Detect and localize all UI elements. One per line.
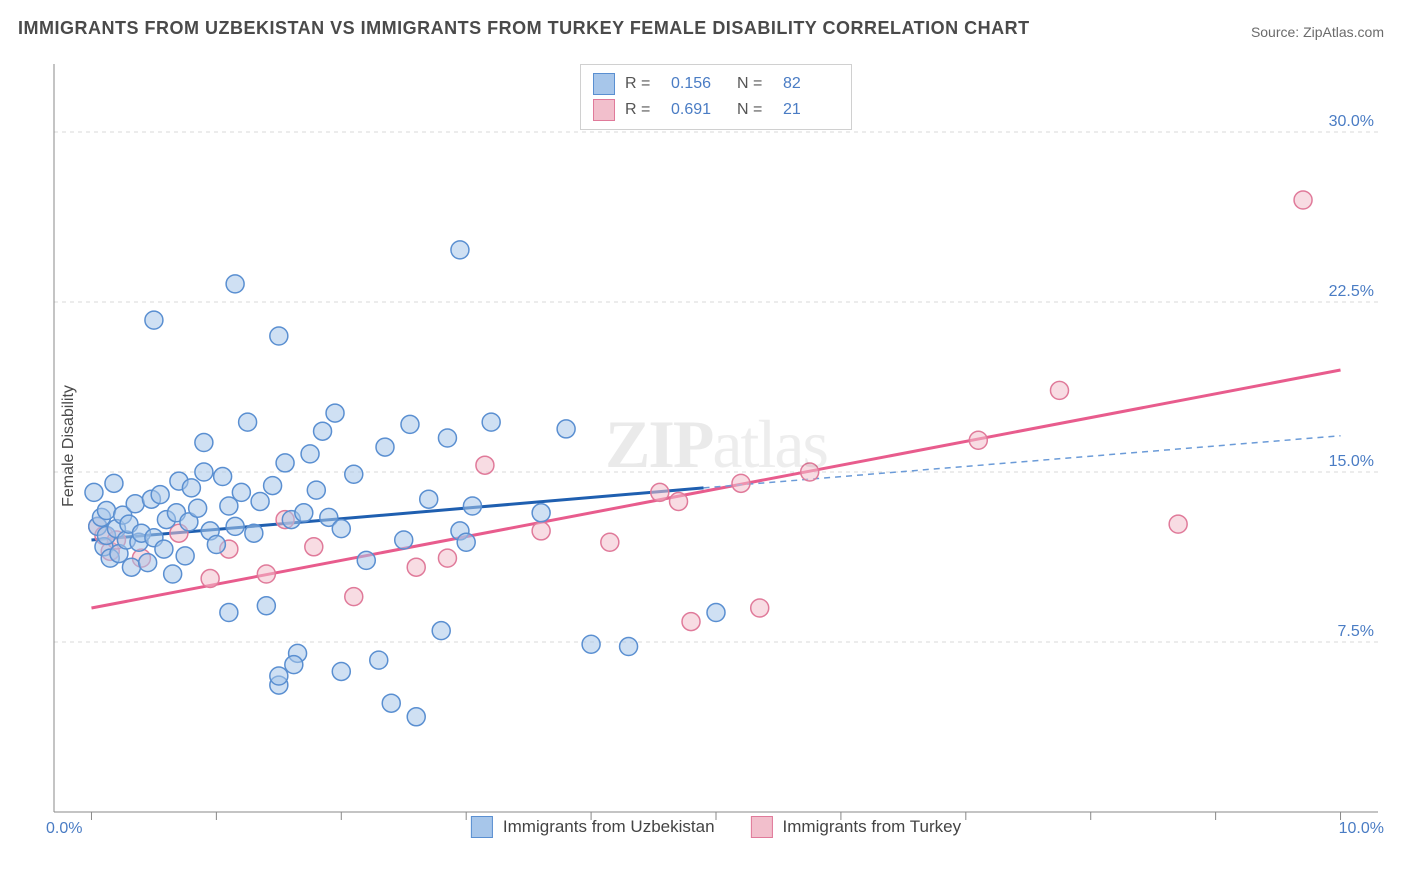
legend-n-value-turkey: 21 [783,101,839,119]
svg-text:7.5%: 7.5% [1338,623,1374,640]
legend-r-label: R = [625,101,661,119]
x-tick-10: 10.0% [1339,820,1384,838]
svg-text:15.0%: 15.0% [1329,453,1374,470]
legend-row-turkey: R = 0.691 N = 21 [593,97,839,123]
legend-r-value-turkey: 0.691 [671,101,727,119]
legend-item-turkey: Immigrants from Turkey [751,816,962,838]
legend-swatch-turkey [593,99,615,121]
correlation-legend: R = 0.156 N = 82 R = 0.691 N = 21 [580,64,852,130]
legend-r-value-uzbekistan: 0.156 [671,75,727,93]
legend-row-uzbekistan: R = 0.156 N = 82 [593,71,839,97]
svg-text:30.0%: 30.0% [1329,113,1374,130]
series-legend: Immigrants from Uzbekistan Immigrants fr… [471,816,961,838]
legend-label-uzbekistan: Immigrants from Uzbekistan [503,817,715,837]
legend-r-label: R = [625,75,661,93]
legend-label-turkey: Immigrants from Turkey [783,817,962,837]
legend-swatch-uzbekistan [471,816,493,838]
source-attribution: Source: ZipAtlas.com [1251,24,1384,40]
legend-swatch-uzbekistan [593,73,615,95]
chart-container: ZIPatlas R = 0.156 N = 82 R = 0.691 N = … [48,56,1384,846]
legend-n-label: N = [737,101,773,119]
svg-text:22.5%: 22.5% [1329,283,1374,300]
legend-swatch-turkey [751,816,773,838]
legend-n-label: N = [737,75,773,93]
x-tick-0: 0.0% [46,820,82,838]
legend-n-value-uzbekistan: 82 [783,75,839,93]
scatter-chart: 7.5% 15.0% 22.5% 30.0% [48,56,1384,846]
legend-item-uzbekistan: Immigrants from Uzbekistan [471,816,715,838]
chart-title: IMMIGRANTS FROM UZBEKISTAN VS IMMIGRANTS… [18,18,1030,39]
